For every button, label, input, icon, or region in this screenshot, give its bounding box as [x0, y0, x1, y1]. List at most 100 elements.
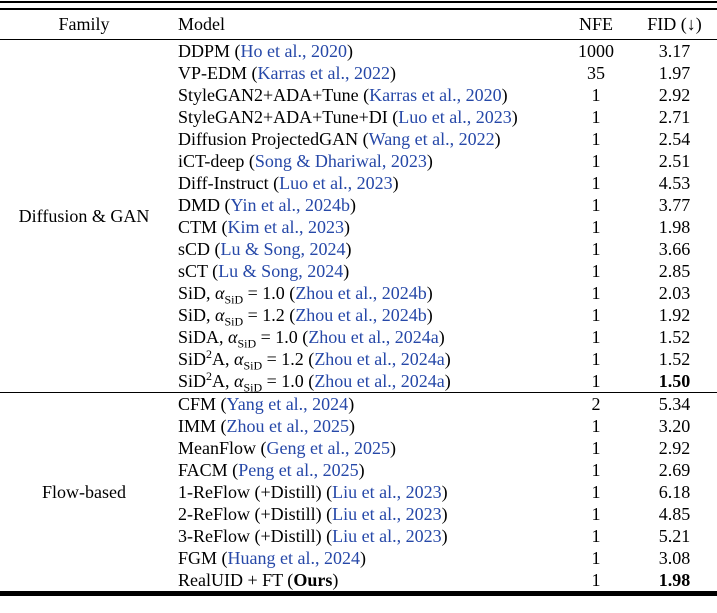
fid-value: 3.17 — [658, 40, 691, 61]
fid-value: 4.85 — [658, 503, 691, 524]
citation-link[interactable]: Zhou et al., 2025 — [226, 415, 349, 436]
fid-value: 1.52 — [658, 348, 691, 369]
closing-paren: ) — [348, 415, 355, 436]
model-cell: SiD2A, αSiD = 1.0 (Zhou et al., 2024a) — [168, 370, 560, 393]
model-name: Diff-Instruct ( — [178, 172, 280, 193]
closing-paren: ) — [343, 216, 350, 237]
alpha-symbol: α — [234, 370, 244, 391]
citation-link[interactable]: Yang et al., 2024 — [226, 393, 349, 414]
model-cell: Diff-Instruct (Luo et al., 2023) — [168, 172, 560, 194]
table-row: StyleGAN2+ADA+Tune+DI (Luo et al., 2023)… — [0, 106, 717, 128]
table-row: DMD (Yin et al., 2024b) 1 3.77 — [0, 194, 717, 216]
group-diffusion-gan: Diffusion & GAN DDPM (Ho et al., 2020) 100… — [0, 40, 717, 393]
nfe-value: 1 — [591, 260, 601, 281]
citation-link[interactable]: Zhou et al., 2024b — [295, 282, 427, 303]
citation-link[interactable]: Zhou et al., 2024a — [308, 326, 439, 347]
model-name: MeanFlow ( — [178, 437, 267, 458]
citation-link[interactable]: Luo et al., 2023 — [279, 172, 393, 193]
citation-link[interactable]: Liu et al., 2023 — [332, 503, 442, 524]
model-name: 2-ReFlow (+Distill) ( — [178, 503, 333, 524]
table-row: Flow-based CFM (Yang et al., 2024) 2 5.34 — [0, 392, 717, 591]
citation-link[interactable]: Luo et al., 2023 — [398, 106, 512, 127]
model-name: DMD ( — [178, 194, 231, 215]
fid-value: 3.66 — [658, 238, 691, 259]
header-row: Family Model NFE FID (↓) — [0, 10, 717, 40]
table-header: Family Model NFE FID (↓) — [0, 10, 717, 40]
citation-link[interactable]: Zhou et al., 2024a — [314, 348, 445, 369]
model-cell: SiD, αSiD = 1.0 (Zhou et al., 2024b) — [168, 282, 560, 305]
nfe-value: 1 — [591, 415, 601, 436]
model-name: SiD, — [178, 282, 216, 303]
model-name: iCT-deep ( — [178, 150, 255, 171]
model-cell: Diffusion ProjectedGAN (Wang et al., 202… — [168, 128, 560, 150]
table-row: SiDA, αSiD = 1.0 (Zhou et al., 2024a) 1 1.… — [0, 326, 717, 349]
closing-paren: ) — [441, 481, 448, 502]
alpha-symbol: α — [215, 304, 225, 325]
fid-value: 6.18 — [658, 481, 691, 502]
fid-value: 2.69 — [658, 459, 691, 480]
citation-link[interactable]: Geng et al., 2025 — [266, 437, 390, 458]
alpha-symbol: α — [228, 326, 238, 347]
nfe-value: 1 — [591, 128, 601, 149]
model-name: CFM ( — [178, 393, 227, 414]
citation-link[interactable]: Karras et al., 2020 — [369, 84, 502, 105]
closing-paren: ) — [426, 304, 433, 325]
citation-link[interactable]: Song & Dhariwal, 2023 — [254, 150, 427, 171]
closing-paren: ) — [359, 547, 366, 568]
citation-link[interactable]: Kim et al., 2023 — [227, 216, 344, 237]
model-cell: 2-ReFlow (+Distill) (Liu et al., 2023) — [168, 503, 560, 525]
top-rule — [0, 1, 717, 10]
model-name: SiDA, — [178, 326, 229, 347]
alpha-symbol: α — [215, 282, 225, 303]
citation-link[interactable]: Zhou et al., 2024a — [314, 370, 445, 391]
ours-label: Ours — [293, 569, 333, 590]
closing-paren: ) — [444, 348, 451, 369]
citation-link[interactable]: Ho et al., 2020 — [240, 40, 347, 61]
model-cell: StyleGAN2+ADA+Tune+DI (Luo et al., 2023) — [168, 106, 560, 128]
citation-link[interactable]: Liu et al., 2023 — [332, 481, 442, 502]
table-row: FGM (Huang et al., 2024) 1 3.08 — [0, 547, 717, 569]
nfe-value: 1 — [591, 525, 601, 546]
fid-value: 3.08 — [658, 547, 691, 568]
citation-link[interactable]: Lu & Song, 2024 — [218, 260, 344, 281]
table-row: Diff-Instruct (Luo et al., 2023) 1 4.53 — [0, 172, 717, 194]
model-cell: 1-ReFlow (+Distill) (Liu et al., 2023) — [168, 481, 560, 503]
closing-paren: ) — [348, 393, 355, 414]
table-row: RealUID + FT (Ours) 1 1.98 — [0, 569, 717, 591]
table-row: sCT (Lu & Song, 2024) 1 2.85 — [0, 260, 717, 282]
table-row: Diffusion & GAN DDPM (Ho et al., 2020) 100… — [0, 40, 717, 226]
model-name: FGM ( — [178, 547, 228, 568]
citation-link[interactable]: Karras et al., 2022 — [257, 62, 390, 83]
citation-link[interactable]: Wang et al., 2022 — [368, 128, 495, 149]
bottom-rule — [0, 591, 717, 596]
fid-value: 2.92 — [658, 437, 691, 458]
model-cell: SiDA, αSiD = 1.0 (Zhou et al., 2024a) — [168, 326, 560, 349]
fid-value: 3.20 — [658, 415, 691, 436]
table-row: sCD (Lu & Song, 2024) 1 3.66 — [0, 238, 717, 260]
alpha-subscript: SiD — [243, 358, 263, 370]
model-name: 3-ReFlow (+Distill) ( — [178, 525, 333, 546]
citation-link[interactable]: Lu & Song, 2024 — [220, 238, 346, 259]
nfe-value: 35 — [587, 62, 605, 83]
closing-paren: ) — [345, 238, 352, 259]
closing-paren: ) — [511, 106, 518, 127]
closing-paren: ) — [441, 525, 448, 546]
closing-paren: ) — [494, 128, 501, 149]
model-cell: sCT (Lu & Song, 2024) — [168, 260, 560, 282]
nfe-value: 1 — [591, 481, 601, 502]
citation-link[interactable]: Zhou et al., 2024b — [295, 304, 427, 325]
citation-link[interactable]: Huang et al., 2024 — [227, 547, 360, 568]
closing-paren: ) — [438, 326, 445, 347]
results-table: Family Model NFE FID (↓) Diffusion & GAN… — [0, 10, 717, 591]
table-row: VP-EDM (Karras et al., 2022) 35 1.97 — [0, 62, 717, 84]
citation-link[interactable]: Yin et al., 2024b — [230, 194, 351, 215]
fid-value: 2.54 — [658, 128, 691, 149]
nfe-value: 1 — [591, 238, 601, 259]
citation-link[interactable]: Liu et al., 2023 — [332, 525, 442, 546]
model-cell: sCD (Lu & Song, 2024) — [168, 238, 560, 260]
model-superscript: 2 — [206, 348, 213, 361]
model-name: sCT ( — [178, 260, 219, 281]
citation-link[interactable]: Peng et al., 2025 — [238, 459, 359, 480]
nfe-value: 1 — [591, 84, 601, 105]
